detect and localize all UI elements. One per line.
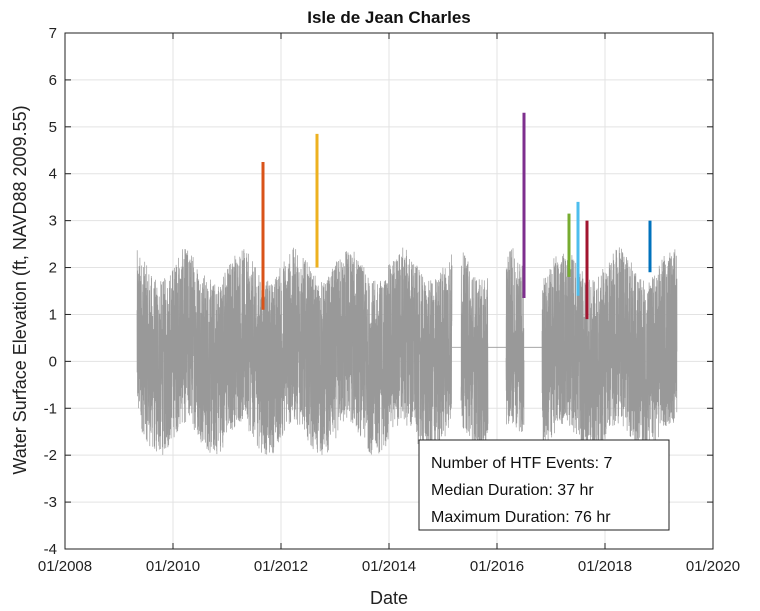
series-segment	[541, 247, 678, 456]
annotation-line-maximum: Maximum Duration: 76 hr	[431, 509, 611, 526]
y-tick-label: 7	[49, 25, 57, 42]
x-tick-label: 01/2012	[254, 558, 308, 575]
y-tick-label: 5	[49, 119, 57, 136]
annotation-line-median: Median Duration: 37 hr	[431, 482, 594, 499]
chart-title: Isle de Jean Charles	[307, 8, 470, 27]
series-water-level	[136, 247, 678, 456]
y-tick-label: 6	[49, 72, 57, 89]
x-tick-label: 01/2010	[146, 558, 200, 575]
axis-ticks: 01/2008 01/2010 01/2012 01/2014 01/2016 01/20…	[38, 25, 740, 575]
y-tick-label: -4	[44, 541, 57, 558]
y-tick-label: -2	[44, 447, 57, 464]
series-segment	[136, 247, 354, 455]
y-tick-label: 4	[49, 166, 57, 183]
x-tick-label: 01/2016	[470, 558, 524, 575]
x-tick-label: 01/2020	[686, 558, 740, 575]
series-segment	[460, 252, 489, 455]
y-tick-label: 3	[49, 213, 57, 230]
series-segment	[352, 247, 453, 455]
x-tick-label: 01/2008	[38, 558, 92, 575]
y-tick-label: -1	[44, 400, 57, 417]
y-tick-label: -3	[44, 494, 57, 511]
annotation-box-border	[418, 439, 670, 531]
x-tick-label: 01/2018	[578, 558, 632, 575]
annotation-line-events: Number of HTF Events: 7	[431, 455, 612, 472]
x-tick-label: 01/2014	[362, 558, 416, 575]
annotation-box: Number of HTF Events: 7 Median Duration:…	[418, 439, 670, 531]
x-axis-label: Date	[370, 588, 408, 608]
y-tick-label: 2	[49, 260, 57, 277]
y-tick-label: 0	[49, 353, 57, 370]
y-axis-label: Water Surface Elevation (ft, NAVD88 2009…	[10, 105, 30, 474]
series-segment	[505, 248, 525, 432]
y-tick-label: 1	[49, 306, 57, 323]
htf-events	[261, 112, 652, 320]
